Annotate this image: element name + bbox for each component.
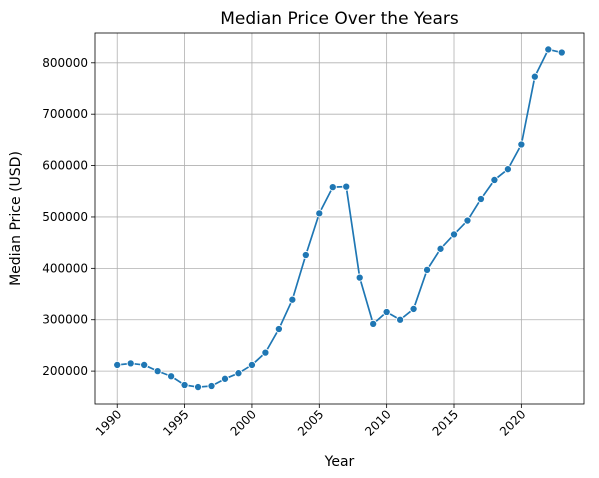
data-point bbox=[194, 382, 203, 392]
y-tick-label: 800000 bbox=[42, 56, 88, 70]
data-point bbox=[382, 307, 391, 317]
y-tick-label: 700000 bbox=[42, 107, 88, 121]
x-axis-label: Year bbox=[324, 454, 355, 470]
data-point bbox=[153, 367, 162, 376]
data-point bbox=[490, 175, 499, 185]
data-point bbox=[234, 369, 243, 378]
y-tick-label: 400000 bbox=[42, 261, 88, 275]
data-point bbox=[517, 140, 526, 149]
series-line-layer bbox=[117, 48, 562, 388]
x-tick-label: 2000 bbox=[228, 407, 259, 438]
x-tick-label: 2015 bbox=[430, 407, 461, 438]
data-point bbox=[342, 182, 351, 191]
data-point bbox=[167, 372, 176, 381]
data-point bbox=[140, 360, 149, 369]
data-point bbox=[261, 348, 270, 357]
data-point bbox=[247, 360, 256, 369]
y-axis-label: Median Price (USD) bbox=[8, 151, 24, 286]
x-tick-label: 2010 bbox=[362, 407, 393, 438]
y-tick-label: 300000 bbox=[42, 313, 88, 327]
x-tick-label: 2005 bbox=[295, 407, 326, 438]
plot-frame bbox=[94, 32, 585, 405]
data-point bbox=[288, 295, 297, 304]
y-tick-label: 500000 bbox=[42, 210, 88, 224]
data-point bbox=[396, 315, 405, 324]
data-point bbox=[315, 209, 324, 218]
data-point bbox=[126, 359, 135, 368]
data-point bbox=[557, 48, 566, 57]
data-point bbox=[328, 183, 337, 192]
data-point bbox=[436, 244, 445, 253]
data-point bbox=[180, 380, 189, 390]
data-point bbox=[207, 381, 216, 391]
data-point bbox=[355, 273, 364, 282]
data-point bbox=[274, 324, 283, 334]
data-point bbox=[369, 319, 378, 328]
chart-title: Median Price Over the Years bbox=[220, 9, 459, 29]
data-point bbox=[113, 360, 122, 369]
data-point bbox=[409, 304, 418, 313]
data-point bbox=[301, 250, 310, 260]
data-point bbox=[530, 72, 539, 81]
x-tick-label: 2020 bbox=[497, 407, 528, 438]
data-point bbox=[544, 45, 553, 54]
data-point bbox=[220, 374, 230, 383]
data-point bbox=[503, 165, 512, 174]
data-point bbox=[476, 194, 485, 204]
grid-lines bbox=[95, 33, 584, 404]
x-tick-label: 1995 bbox=[160, 407, 191, 438]
y-ticks: 200000 300000 400000 500000 600000 700000 8000… bbox=[42, 56, 95, 378]
y-tick-label: 600000 bbox=[42, 159, 88, 173]
data-point bbox=[423, 265, 432, 274]
data-point bbox=[449, 230, 459, 239]
series-line bbox=[117, 48, 562, 388]
x-tick-label: 1990 bbox=[93, 407, 124, 438]
x-ticks: 1990 1995 2000 2005 2010 2015 2020 bbox=[93, 404, 528, 439]
data-point bbox=[463, 216, 472, 225]
y-tick-label: 200000 bbox=[42, 364, 88, 378]
series-marker-layer bbox=[113, 45, 566, 392]
